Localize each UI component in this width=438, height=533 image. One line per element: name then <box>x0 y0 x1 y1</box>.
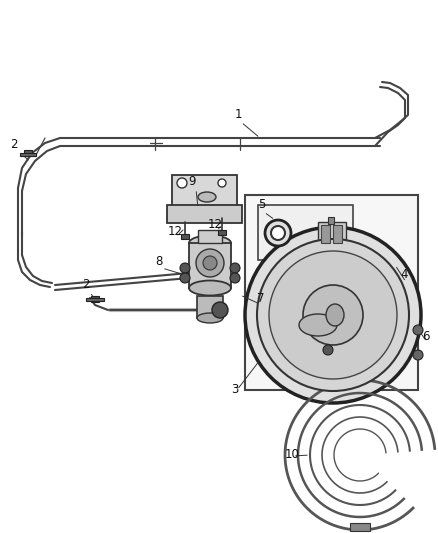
Bar <box>172 175 237 215</box>
Text: 8: 8 <box>155 255 162 268</box>
Text: 4: 4 <box>400 268 407 281</box>
Circle shape <box>218 179 226 187</box>
Circle shape <box>212 302 228 318</box>
Bar <box>258 205 353 260</box>
Text: 2: 2 <box>10 138 18 151</box>
Circle shape <box>413 350 423 360</box>
Bar <box>181 234 189 239</box>
Circle shape <box>230 263 240 273</box>
Bar <box>350 523 370 531</box>
Text: 10: 10 <box>285 448 300 461</box>
Ellipse shape <box>299 314 337 336</box>
Circle shape <box>180 273 190 283</box>
Bar <box>245 195 418 390</box>
Text: 2: 2 <box>82 278 89 291</box>
Circle shape <box>196 249 224 277</box>
Circle shape <box>269 251 397 379</box>
Bar <box>197 296 223 318</box>
Bar <box>91 296 99 302</box>
Ellipse shape <box>189 236 231 251</box>
Circle shape <box>271 226 285 240</box>
Text: 6: 6 <box>422 330 430 343</box>
Circle shape <box>265 220 291 246</box>
Text: 7: 7 <box>257 292 265 305</box>
Ellipse shape <box>197 313 223 323</box>
Text: 1: 1 <box>235 108 243 121</box>
Bar <box>189 243 231 288</box>
Bar <box>20 153 36 156</box>
Bar <box>86 298 104 301</box>
Text: 3: 3 <box>231 383 238 396</box>
Circle shape <box>303 285 363 345</box>
Ellipse shape <box>198 192 216 202</box>
Circle shape <box>257 239 409 391</box>
Circle shape <box>177 178 187 188</box>
Circle shape <box>230 273 240 283</box>
Circle shape <box>203 256 217 270</box>
Bar <box>167 205 242 223</box>
Bar <box>318 222 346 246</box>
Text: 5: 5 <box>258 198 265 211</box>
Text: 12: 12 <box>168 225 183 238</box>
Ellipse shape <box>326 304 344 326</box>
Bar <box>198 230 222 243</box>
Bar <box>218 230 226 235</box>
Bar <box>321 225 330 243</box>
Bar <box>333 225 342 243</box>
Circle shape <box>413 325 423 335</box>
Text: 9: 9 <box>188 175 195 188</box>
Ellipse shape <box>189 280 231 295</box>
Circle shape <box>180 263 190 273</box>
Bar <box>328 217 334 224</box>
Circle shape <box>323 345 333 355</box>
Circle shape <box>245 227 421 403</box>
Bar <box>24 150 32 156</box>
Text: 12: 12 <box>208 218 223 231</box>
